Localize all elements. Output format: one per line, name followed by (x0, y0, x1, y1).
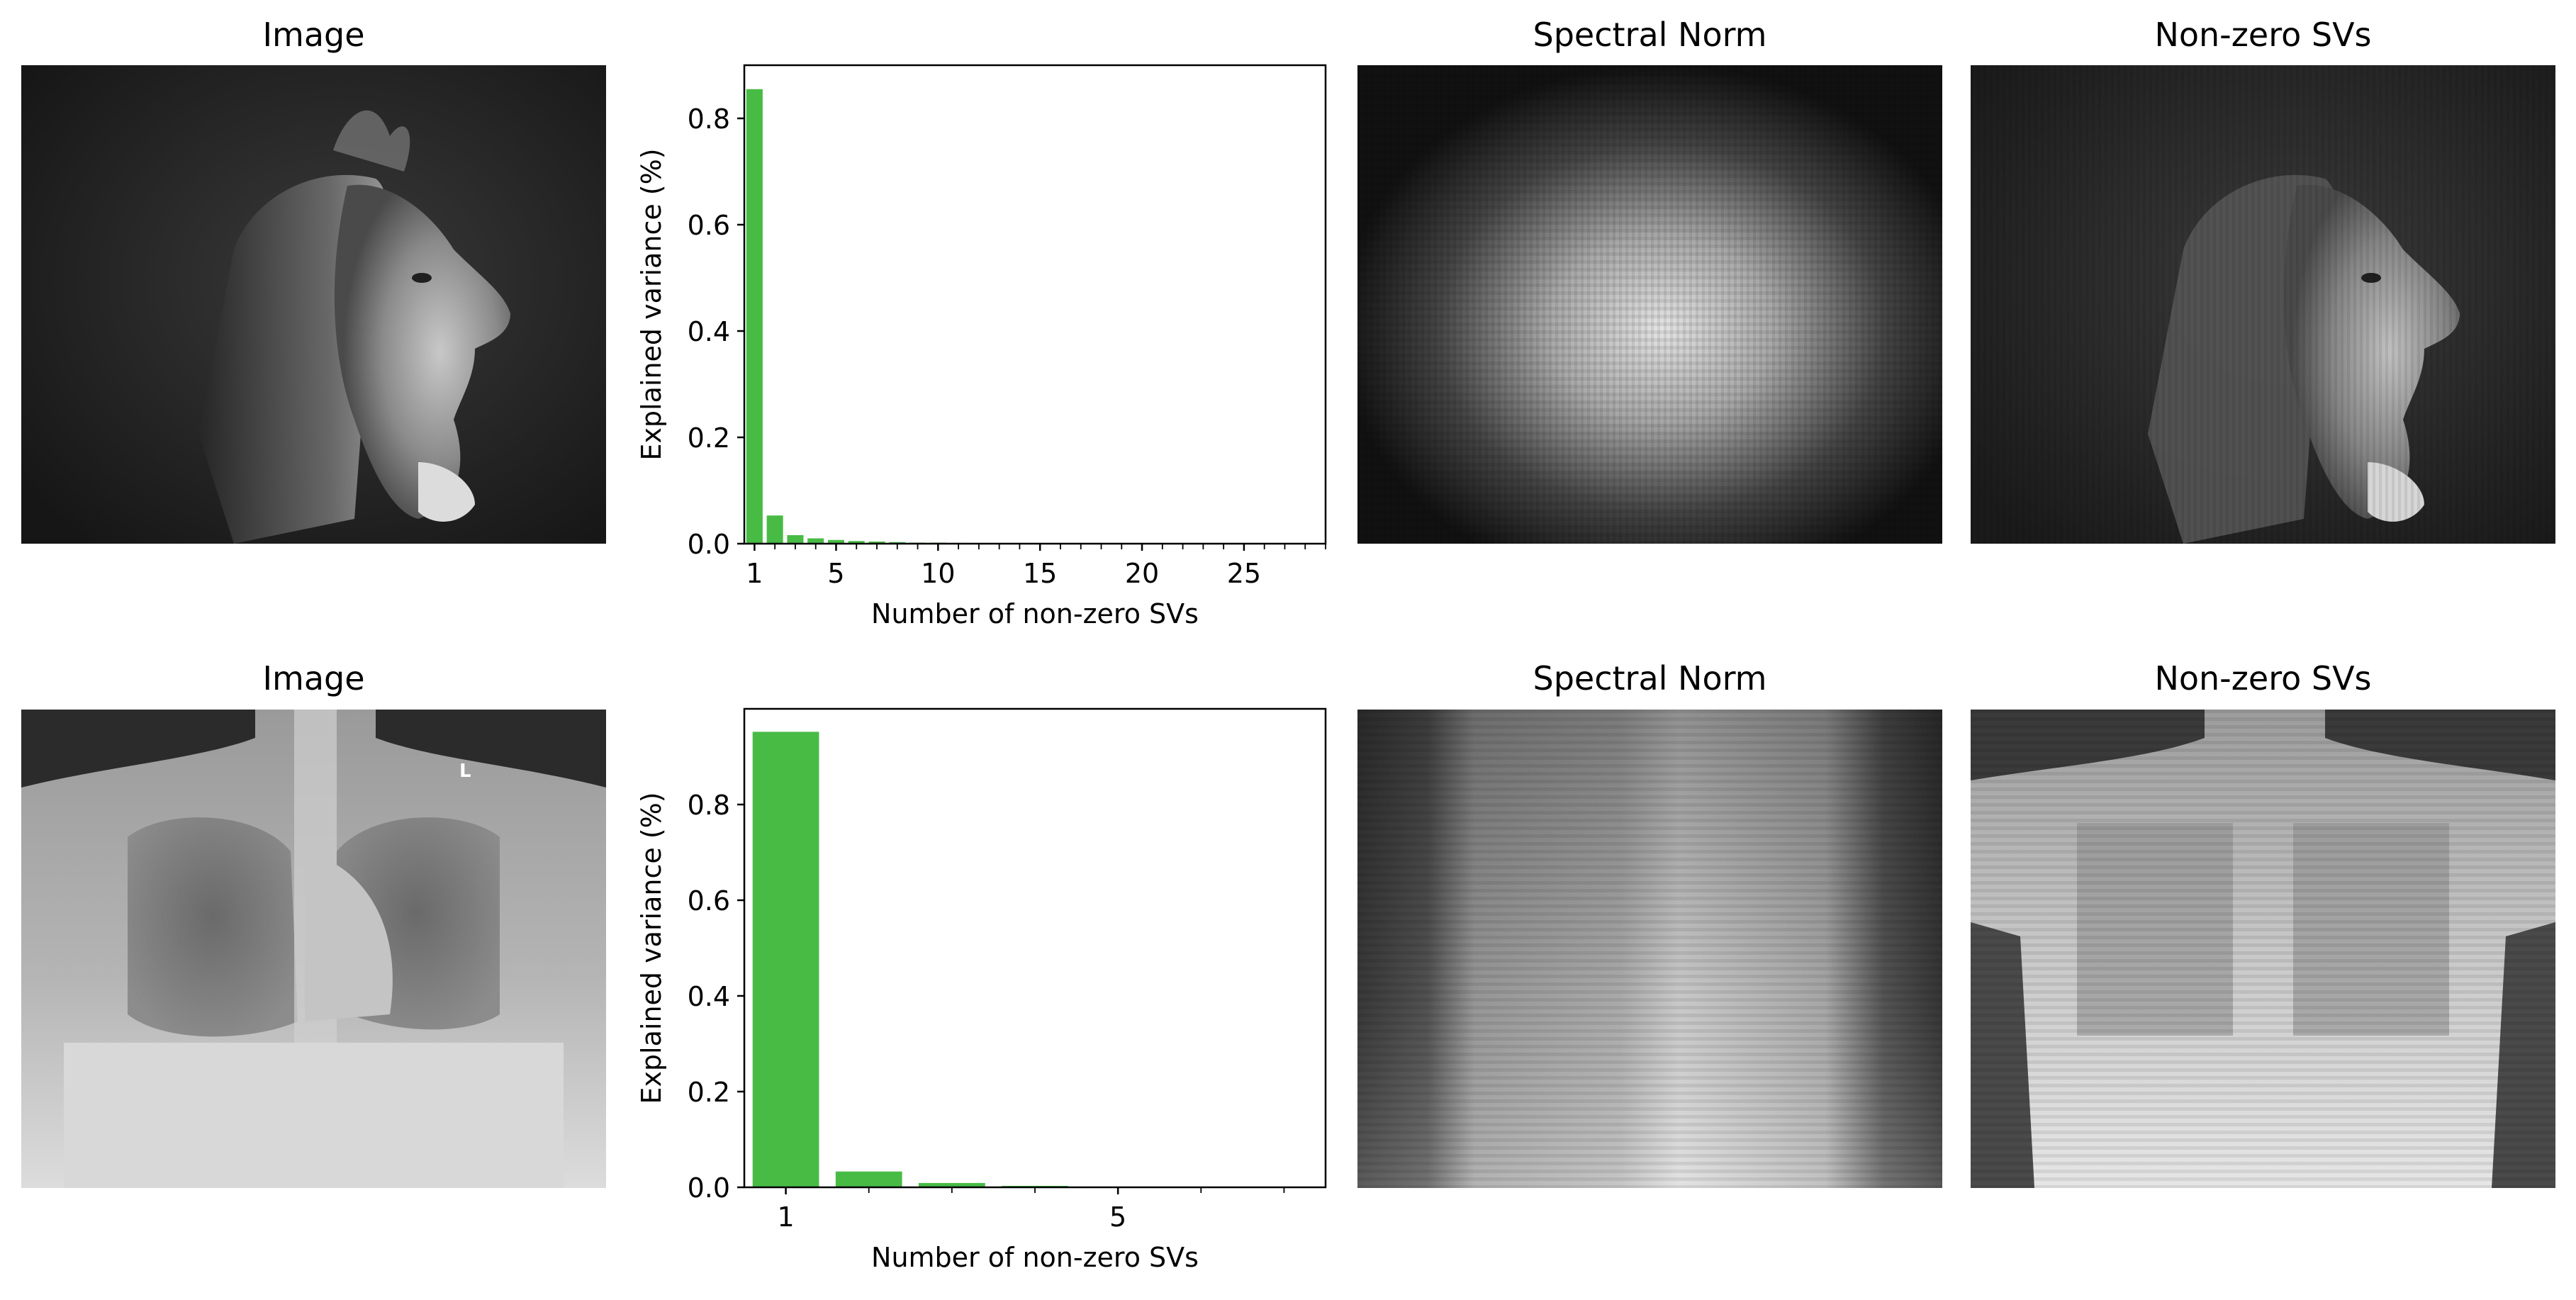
bar-4 (807, 538, 824, 544)
row1-spectral-image (1357, 65, 1942, 544)
bar-1 (746, 89, 763, 544)
y-tick-label: 0.4 (688, 981, 730, 1012)
spectral-norm-lion-svg (1357, 65, 1942, 544)
bar-6 (848, 541, 865, 544)
x-tick-label: 15 (1023, 558, 1057, 589)
x-tick-label: 5 (827, 558, 844, 589)
row1-nonzero-image (1971, 65, 2555, 544)
row2-spectral-title: Spectral Norm (1533, 659, 1767, 697)
bar-3 (787, 535, 804, 544)
bar-2 (766, 515, 783, 544)
spectral-norm-xray-svg (1357, 710, 1942, 1188)
y-tick-label: 0.2 (688, 422, 730, 454)
y-tick-label: 0.8 (688, 103, 730, 135)
nonzero-xray-svg (1971, 710, 2555, 1188)
row2-image-title: Image (262, 659, 365, 697)
row2-spectral-image (1357, 710, 1942, 1188)
lion-photo-svg (21, 65, 606, 544)
y-tick-label: 0.6 (688, 210, 730, 241)
row2-bar-chart: 0.0 0.2 0.4 0.6 0.8 1 5 Number of non-zero SVs E… (617, 686, 1340, 1299)
x-tick-label: 20 (1125, 558, 1159, 589)
y-axis-label: Explained variance (%) (636, 792, 667, 1104)
axes-frame (743, 64, 1327, 545)
bar-5 (827, 539, 844, 544)
bar-1 (752, 732, 819, 1187)
x-tick-label: 1 (777, 1201, 794, 1233)
row2-bar-chart-svg: 0.0 0.2 0.4 0.6 0.8 1 5 Number of non-zero SVs E… (636, 707, 1327, 1273)
row1-spectral-title: Spectral Norm (1533, 16, 1767, 54)
x-axis-label: Number of non-zero SVs (871, 1242, 1199, 1273)
y-tick-label: 0.4 (688, 316, 730, 347)
x-tick-label: 5 (1109, 1201, 1126, 1233)
xray-marker: L (459, 761, 471, 782)
y-tick-label: 0.2 (688, 1077, 730, 1108)
bar-3 (919, 1182, 985, 1187)
bar-7 (868, 542, 885, 544)
row2-nonzero-title: Non-zero SVs (2154, 659, 2372, 697)
row1-image-title: Image (262, 16, 365, 54)
nonzero-lion-svg (1971, 65, 2555, 544)
y-axis-label: Explained variance (%) (636, 148, 667, 460)
row1-lion-image (21, 65, 606, 544)
x-tick-label: 1 (746, 558, 763, 589)
x-axis-label: Number of non-zero SVs (871, 598, 1199, 629)
y-tick-label: 0.0 (688, 529, 730, 560)
x-tick-label: 25 (1227, 558, 1261, 589)
axes-frame (743, 707, 1327, 1189)
row1-bar-chart: 0.0 0.2 0.4 0.6 0.8 1 5 10 15 20 25 Number of non-z… (617, 43, 1340, 655)
xray-photo-svg: L (21, 710, 606, 1188)
y-tick-label: 0.0 (688, 1172, 730, 1204)
y-tick-label: 0.8 (688, 790, 730, 821)
row2-nonzero-image (1971, 710, 2555, 1188)
row1-nonzero-title: Non-zero SVs (2154, 16, 2372, 54)
bar-2 (835, 1171, 902, 1187)
row2-xray-image: L (21, 710, 606, 1188)
y-tick-label: 0.6 (688, 885, 730, 917)
x-tick-label: 10 (921, 558, 955, 589)
